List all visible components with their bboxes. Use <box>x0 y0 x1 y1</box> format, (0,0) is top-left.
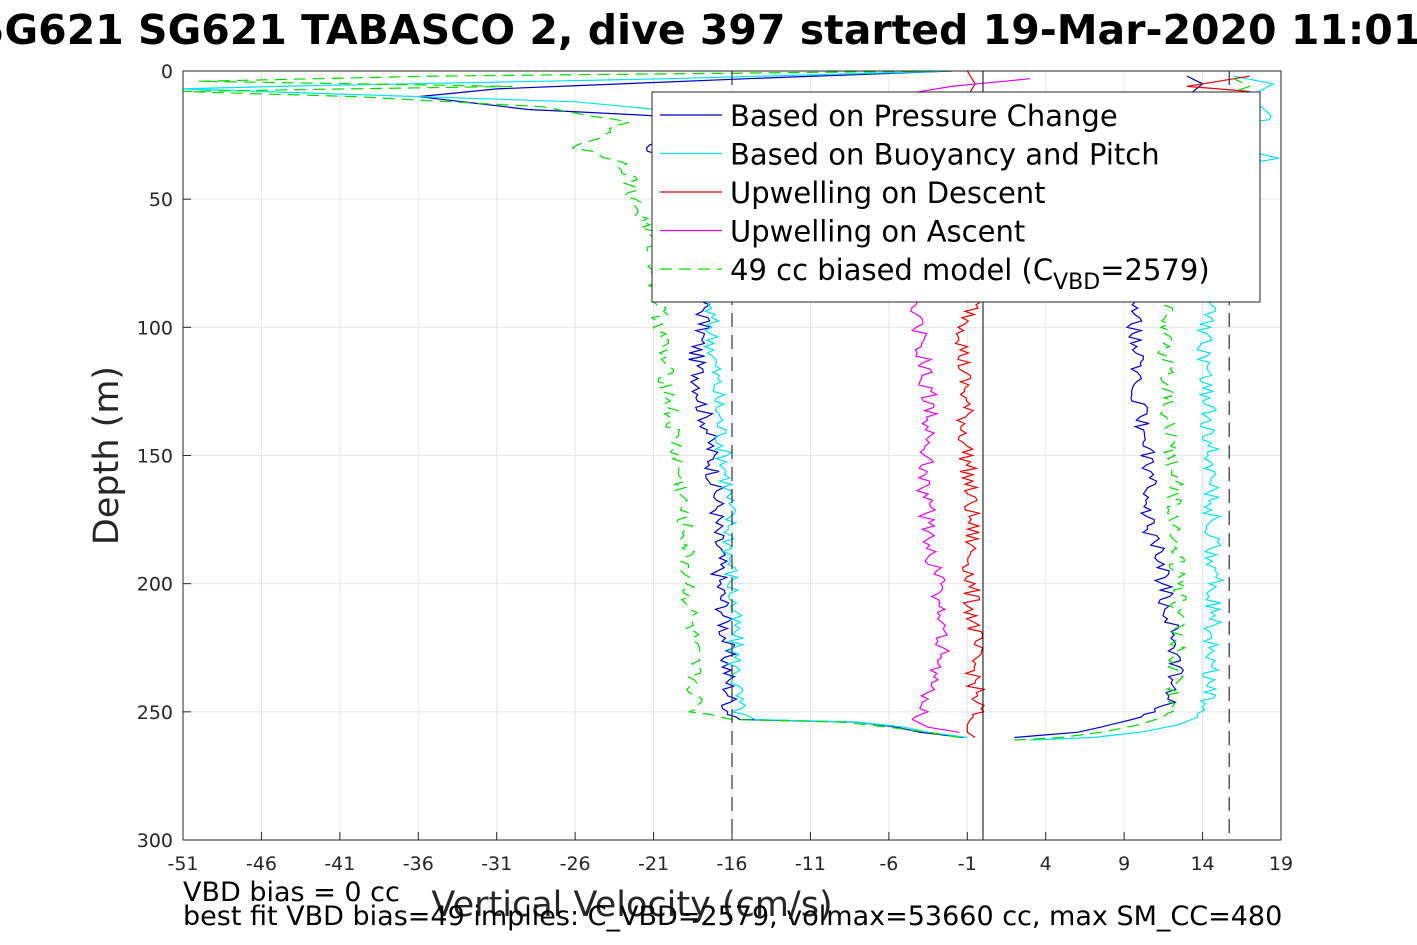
series-line-5-descent <box>183 71 960 739</box>
legend-label: Upwelling on Descent <box>730 176 1046 210</box>
x-tick-label: -11 <box>795 853 826 875</box>
x-tick-label: -6 <box>879 853 898 875</box>
x-tick-label: -51 <box>167 853 198 875</box>
x-axis-label: Vertical Velocity (cm/s) <box>431 885 832 925</box>
legend-box <box>651 91 1261 303</box>
x-tick-label: 14 <box>1190 853 1214 875</box>
x-tick-label: 19 <box>1269 853 1293 875</box>
series-line-5-ascent <box>1014 78 1252 741</box>
x-tick-label: -1 <box>958 853 977 875</box>
footer-best-fit: best fit VBD bias=49 implies: C_VBD=2579… <box>183 901 1283 932</box>
x-tick-label: -41 <box>324 853 355 875</box>
legend-label: Based on Buoyancy and Pitch <box>730 138 1160 172</box>
x-tick-label: -36 <box>403 853 434 875</box>
x-tick-label: -46 <box>246 853 277 875</box>
legend-label: Upwelling on Ascent <box>730 215 1025 249</box>
y-tick-label: 300 <box>137 830 173 852</box>
x-tick-label: -31 <box>481 853 512 875</box>
legend: Based on Pressure Change Based on Buoyanc… <box>651 91 1261 303</box>
y-tick-label: 200 <box>137 574 173 596</box>
chart-title: SG621 SG621 TABASCO 2, dive 397 started … <box>0 6 1417 54</box>
x-tick-label: 9 <box>1118 853 1130 875</box>
x-tick-label: -21 <box>638 853 669 875</box>
y-tick-label: 250 <box>137 702 173 724</box>
legend-label: Based on Pressure Change <box>730 99 1118 133</box>
x-tick-label: -16 <box>716 853 747 875</box>
x-tick-label: 4 <box>1040 853 1052 875</box>
y-tick-label: 50 <box>149 189 173 211</box>
y-tick-label: 0 <box>161 61 173 83</box>
y-axis-label: Depth (m) <box>87 366 127 545</box>
x-tick-label: -26 <box>560 853 591 875</box>
y-tick-label: 100 <box>137 317 173 339</box>
footer-vbd-bias: VBD bias = 0 cc <box>183 877 400 908</box>
axis-ticks: -51 -46 -41 -36 -31 -26 -21 -16 -11 -6 -1 4 9 14 19 0 50… <box>137 61 1293 875</box>
y-tick-label: 150 <box>137 446 173 468</box>
legend-label: 49 cc biased model (CVBD=2579) <box>730 253 1210 295</box>
